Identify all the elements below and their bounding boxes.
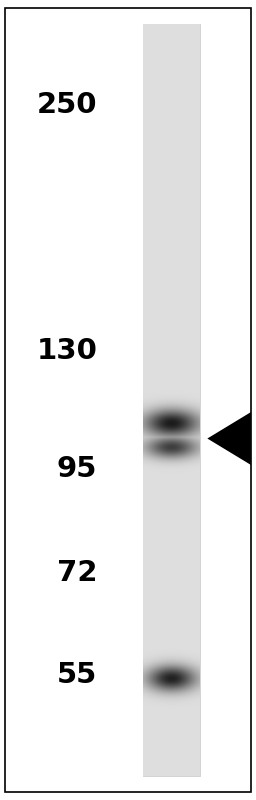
Text: 55: 55 bbox=[57, 661, 97, 689]
Text: 95: 95 bbox=[57, 455, 97, 483]
Polygon shape bbox=[207, 412, 251, 465]
Text: 250: 250 bbox=[37, 91, 97, 119]
Bar bbox=[143, 24, 200, 776]
Text: 130: 130 bbox=[36, 337, 97, 365]
Text: 72: 72 bbox=[57, 559, 97, 587]
